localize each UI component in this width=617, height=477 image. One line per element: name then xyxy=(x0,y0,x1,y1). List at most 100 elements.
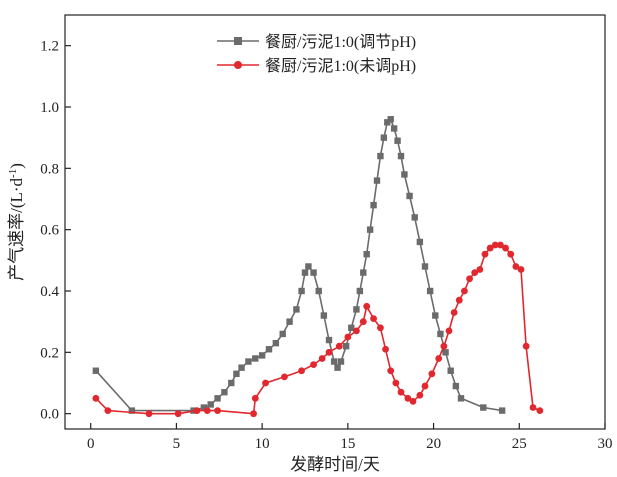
data-point xyxy=(529,404,537,411)
y-axis-label-main: 产气速率/(L·d xyxy=(7,177,26,280)
data-point xyxy=(536,407,544,414)
y-axis-label: 产气速率/(L·d-1) xyxy=(7,163,26,281)
data-point xyxy=(486,244,494,252)
data-point xyxy=(416,391,424,399)
data-point xyxy=(301,269,309,276)
y-axis-label-close: ) xyxy=(7,163,26,169)
x-axis-ticks: 0 5 10 15 20 25 30 xyxy=(87,423,613,452)
legend: 餐厨/污泥1:0(调节pH) 餐厨/污泥1:0(未调pH) xyxy=(217,33,416,75)
data-point xyxy=(452,382,460,390)
data-point xyxy=(344,333,352,341)
data-point xyxy=(265,346,273,353)
data-point xyxy=(258,352,266,359)
data-point xyxy=(450,309,458,316)
data-point xyxy=(512,263,520,270)
data-point xyxy=(325,348,333,356)
data-point xyxy=(228,379,235,387)
data-point xyxy=(310,269,317,276)
data-point xyxy=(214,407,221,414)
data-point xyxy=(262,379,269,387)
series-layer xyxy=(92,116,544,418)
data-point xyxy=(455,296,463,304)
data-point xyxy=(397,388,405,396)
data-point xyxy=(370,315,377,322)
y-tick-label: 1.2 xyxy=(40,39,59,55)
data-point xyxy=(318,355,326,362)
data-point xyxy=(356,287,364,295)
data-point xyxy=(421,382,429,390)
series-1 xyxy=(92,241,544,418)
data-point xyxy=(373,177,381,184)
data-point xyxy=(370,201,377,209)
legend-item-unadjusted-ph: 餐厨/污泥1:0(未调pH) xyxy=(217,57,416,75)
data-point xyxy=(406,192,413,200)
data-point xyxy=(363,251,370,258)
data-point xyxy=(353,306,360,313)
data-point xyxy=(401,171,408,178)
data-point xyxy=(251,394,259,402)
data-point xyxy=(498,407,506,414)
data-point xyxy=(377,324,384,332)
y-tick-label: 1.0 xyxy=(40,100,59,116)
data-point xyxy=(145,410,153,418)
data-point xyxy=(334,364,341,371)
data-point xyxy=(335,342,343,350)
y-tick-label: 0.8 xyxy=(40,161,59,177)
data-point xyxy=(293,306,300,313)
series-0 xyxy=(92,116,506,414)
data-point xyxy=(522,342,530,350)
data-point xyxy=(517,266,525,273)
data-point xyxy=(342,343,350,350)
data-point xyxy=(437,330,444,338)
data-point xyxy=(481,250,489,258)
data-point xyxy=(384,119,391,126)
data-point xyxy=(252,355,259,362)
data-point xyxy=(250,410,257,418)
data-point xyxy=(394,137,401,144)
data-point xyxy=(497,241,504,249)
x-tick-label: 10 xyxy=(255,436,270,452)
data-point xyxy=(387,116,394,123)
x-tick-label: 5 xyxy=(173,436,181,452)
data-point xyxy=(174,410,182,418)
data-point xyxy=(471,269,479,276)
data-point xyxy=(128,407,136,414)
y-tick-label: 0.6 xyxy=(40,223,59,239)
data-point xyxy=(330,358,338,365)
data-point xyxy=(502,244,509,252)
plot-frame xyxy=(64,14,606,430)
y-tick-label: 0.2 xyxy=(40,345,59,361)
legend-label-unadjusted-ph: 餐厨/污泥1:0(未调pH) xyxy=(265,57,416,75)
y-tick-label: 0.4 xyxy=(40,284,59,300)
data-point xyxy=(200,404,208,411)
data-point xyxy=(382,345,389,353)
data-point xyxy=(279,330,286,338)
data-point xyxy=(238,364,245,371)
x-tick-label: 20 xyxy=(426,436,441,452)
data-point xyxy=(426,287,434,295)
data-point xyxy=(435,355,443,362)
data-point xyxy=(461,287,468,295)
x-tick-label: 0 xyxy=(87,436,95,452)
data-point xyxy=(207,401,214,408)
data-point xyxy=(214,395,221,402)
data-point xyxy=(353,327,360,335)
data-point xyxy=(428,370,436,378)
x-tick-label: 30 xyxy=(598,436,613,452)
x-axis-label: 发酵时间/天 xyxy=(290,455,380,474)
data-point xyxy=(245,358,252,365)
y-tick-label: 0.0 xyxy=(40,407,59,423)
data-point xyxy=(491,241,499,249)
data-point xyxy=(409,398,417,405)
data-point xyxy=(440,342,448,350)
data-point xyxy=(298,287,305,295)
legend-item-adjusted-ph: 餐厨/污泥1:0(调节pH) xyxy=(217,33,416,51)
data-point xyxy=(359,318,367,326)
data-point xyxy=(421,263,429,270)
y-axis-label-sup: -1 xyxy=(7,169,19,178)
x-tick-label: 15 xyxy=(340,436,355,452)
data-point xyxy=(325,336,333,344)
data-point xyxy=(476,266,484,273)
data-point xyxy=(298,367,305,375)
